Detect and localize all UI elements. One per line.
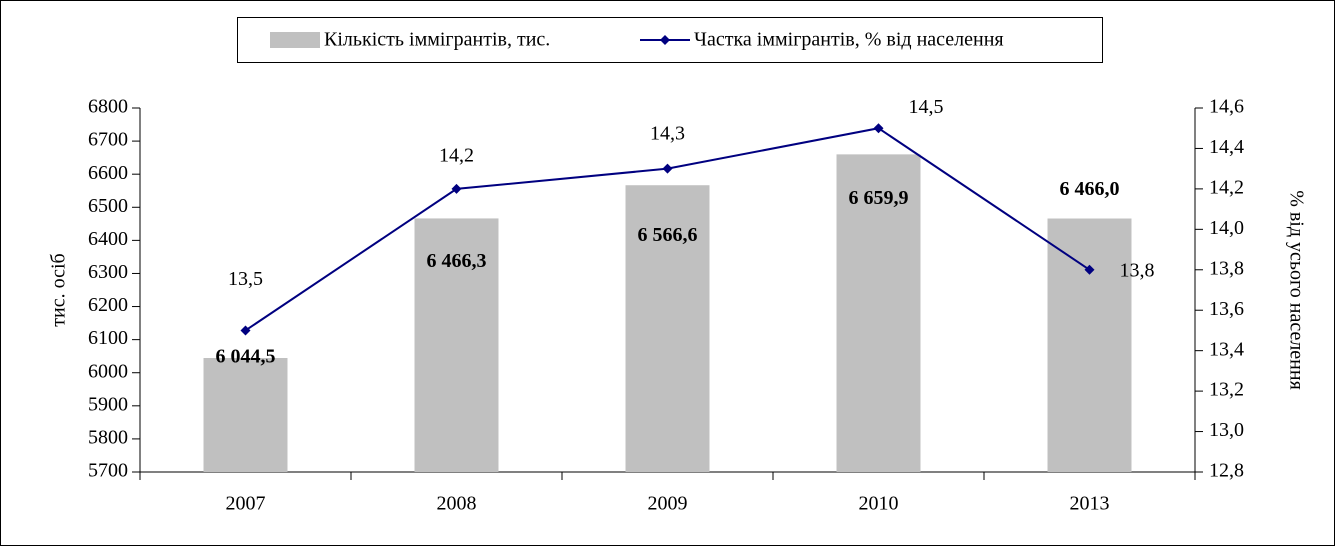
bar [625,185,710,472]
x-tick-label: 2007 [226,493,266,515]
y2-tick-label: 12,8 [1209,460,1244,482]
legend-label: Кількість іммігрантів, тис. [324,29,550,51]
line-value-label: 14,3 [650,122,685,144]
line-marker [240,325,251,336]
legend-marker [660,35,670,45]
y-tick-label: 6300 [88,261,128,283]
y-axis-title: тис. осіб [48,253,70,326]
bar-value-label: 6 044,5 [216,346,276,368]
y-tick-label: 5700 [88,460,128,482]
line-value-label: 13,5 [228,268,263,290]
bar [836,154,921,473]
line-marker [451,183,462,194]
y2-tick-label: 13,0 [1209,419,1244,441]
x-tick-label: 2013 [1070,493,1110,515]
bar-value-label: 6 659,9 [849,187,909,209]
y2-tick-label: 14,0 [1209,217,1244,239]
y2-tick-label: 14,4 [1209,136,1244,158]
bar-value-label: 6 466,0 [1060,178,1120,200]
y2-tick-label: 14,6 [1209,96,1244,118]
y-tick-label: 6700 [88,129,128,151]
bar-value-label: 6 566,6 [638,224,698,246]
x-tick-label: 2008 [437,493,477,515]
line-marker [873,123,884,134]
line-marker [662,163,673,174]
bar [203,358,288,472]
bar [414,218,499,472]
legend-label: Частка іммігрантів, % від населення [694,29,1004,51]
y2-tick-label: 13,4 [1209,338,1244,360]
y-tick-label: 6100 [88,327,128,349]
line-value-label: 14,5 [909,96,944,118]
line-value-label: 14,2 [439,144,474,166]
y2-axis-title: % від усього населення [1285,190,1307,390]
y-tick-label: 6500 [88,195,128,217]
y-tick-label: 6600 [88,162,128,184]
bar [1047,218,1132,472]
bar-value-label: 6 466,3 [427,250,487,272]
line-marker [1084,264,1095,275]
line-value-label: 13,8 [1120,259,1155,281]
legend-swatch [270,32,320,48]
y-tick-label: 6400 [88,228,128,250]
y-tick-label: 5800 [88,427,128,449]
y-tick-label: 6000 [88,360,128,382]
y-tick-label: 5900 [88,393,128,415]
y2-tick-label: 13,8 [1209,257,1244,279]
x-tick-label: 2010 [859,493,899,515]
y2-tick-label: 14,2 [1209,176,1244,198]
y-tick-label: 6800 [88,96,128,118]
y2-tick-label: 13,2 [1209,379,1244,401]
y2-tick-label: 13,6 [1209,298,1244,320]
x-tick-label: 2009 [648,493,688,515]
y-tick-label: 6200 [88,294,128,316]
